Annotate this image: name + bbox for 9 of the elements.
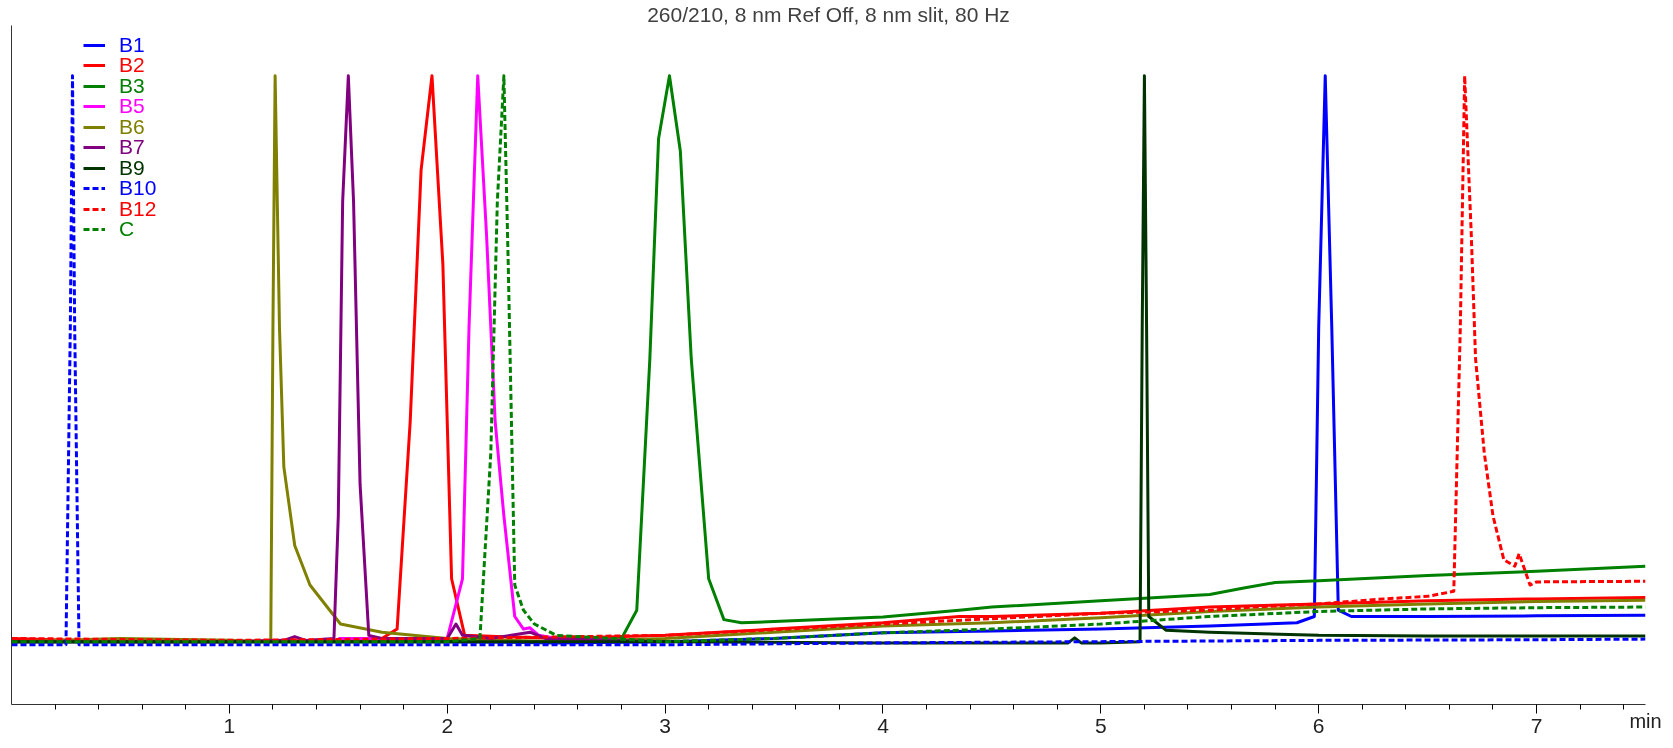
x-tick-label: 3 [659, 713, 671, 737]
x-tick-label: 7 [1530, 713, 1543, 737]
x-tick-label: 1 [223, 713, 236, 737]
x-tick-label: 2 [441, 713, 454, 737]
x-tick-label: 5 [1094, 713, 1107, 737]
chart-title: 260/210, 8 nm Ref Off, 8 nm slit, 80 Hz [647, 2, 1010, 26]
x-tick-label: 6 [1312, 713, 1325, 737]
x-axis-title: min [1629, 709, 1662, 732]
x-tick-label: 4 [877, 713, 890, 737]
